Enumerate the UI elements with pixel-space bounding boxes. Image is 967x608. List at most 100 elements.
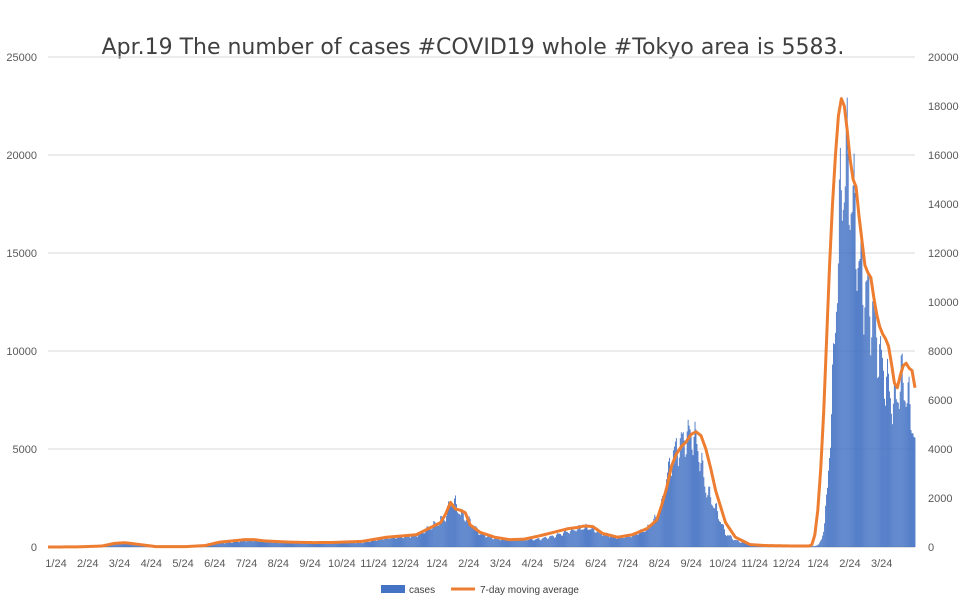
bar-mark — [231, 542, 233, 547]
bar-mark — [713, 507, 715, 547]
bar-mark — [742, 542, 744, 547]
bar-mark — [866, 280, 868, 547]
bar-mark — [715, 503, 717, 547]
bar-mark — [276, 541, 278, 547]
bar-mark — [125, 542, 126, 547]
bar-mark — [570, 527, 572, 547]
bar-mark — [736, 540, 738, 547]
bar-mark — [417, 535, 419, 547]
bar-mark — [421, 530, 423, 547]
bar-mark — [529, 538, 531, 547]
left-tick-label: 10000 — [6, 346, 37, 358]
bar-mark — [377, 539, 379, 547]
bar-mark — [641, 531, 643, 547]
bar-mark — [475, 526, 477, 547]
bar-mark — [319, 543, 321, 547]
bar-mark — [296, 542, 298, 547]
bar-mark — [247, 539, 249, 547]
bar-mark — [491, 537, 493, 547]
bar-mark — [592, 526, 594, 547]
bar-mark — [538, 538, 540, 547]
bar-mark — [728, 535, 730, 547]
bar-mark — [111, 544, 113, 547]
bar-mark — [507, 540, 508, 547]
bar-mark — [342, 542, 343, 547]
bar-mark — [585, 523, 587, 547]
bar-mark — [126, 543, 127, 547]
bar-mark — [288, 542, 289, 547]
bar-mark — [878, 376, 880, 547]
bar-mark — [608, 535, 610, 547]
bar-mark — [313, 543, 315, 547]
bar-mark — [114, 544, 116, 547]
bar-mark — [508, 540, 509, 547]
bar-mark — [530, 538, 532, 547]
bar-mark — [431, 529, 433, 547]
bar-mark — [416, 537, 418, 547]
bar-mark — [303, 542, 305, 547]
bar-mark — [240, 539, 242, 547]
bar-mark — [120, 543, 122, 547]
bar-mark — [352, 542, 354, 547]
bar-mark — [466, 519, 468, 547]
bar-mark — [249, 540, 251, 547]
x-tick-label: 10/24 — [328, 558, 356, 570]
bar-mark — [905, 406, 907, 547]
bar-mark — [399, 536, 400, 547]
bar-mark — [500, 540, 502, 547]
bar-mark — [250, 540, 252, 547]
bar-mark — [315, 543, 317, 547]
bar-mark — [526, 540, 528, 547]
bar-mark — [345, 541, 346, 547]
bar-mark — [225, 543, 227, 547]
bar-mark — [329, 542, 331, 547]
bar-mark — [542, 537, 544, 547]
bar-mark — [257, 541, 259, 547]
bar-mark — [318, 542, 320, 547]
bar-mark — [505, 539, 506, 547]
bar-mark — [816, 545, 818, 547]
bar-mark — [519, 540, 521, 547]
bar-mark — [446, 516, 448, 547]
bar-mark — [841, 220, 843, 547]
bar-mark — [875, 308, 877, 547]
bar-mark — [373, 540, 375, 547]
bar-mark — [707, 495, 709, 547]
bar-mark — [395, 538, 396, 547]
bar-mark — [271, 542, 273, 547]
bar-mark — [636, 534, 638, 547]
bar-mark — [287, 543, 288, 547]
bar-mark — [422, 531, 424, 547]
bar-mark — [424, 532, 426, 547]
bar-mark — [691, 449, 693, 547]
legend-moving-average-label: 7-day moving average — [480, 585, 579, 596]
bar-mark — [634, 534, 636, 547]
bar-mark — [705, 492, 707, 547]
bar-mark — [117, 543, 119, 547]
bar-mark — [626, 534, 628, 547]
bar-mark — [835, 311, 837, 547]
bar-mark — [293, 543, 295, 547]
bar-mark — [496, 537, 498, 547]
bar-mark — [520, 540, 522, 547]
bar-mark — [535, 539, 537, 547]
bar-mark — [568, 533, 570, 547]
bar-mark — [747, 544, 749, 547]
bar-mark — [436, 523, 438, 547]
bar-mark — [388, 538, 390, 547]
cases-bars — [88, 97, 916, 548]
bar-mark — [627, 535, 629, 547]
bar-mark — [720, 522, 721, 547]
bar-mark — [400, 535, 401, 547]
bar-mark — [212, 544, 214, 547]
bar-mark — [599, 529, 601, 547]
bar-mark — [574, 530, 576, 547]
x-tick-label: 3/24 — [109, 558, 130, 570]
x-tick-label: 2/24 — [77, 558, 98, 570]
bar-mark — [291, 542, 292, 547]
bar-mark — [725, 535, 727, 547]
bar-mark — [340, 542, 341, 547]
bar-mark — [425, 528, 427, 547]
bar-mark — [602, 535, 604, 547]
bar-mark — [842, 209, 844, 547]
